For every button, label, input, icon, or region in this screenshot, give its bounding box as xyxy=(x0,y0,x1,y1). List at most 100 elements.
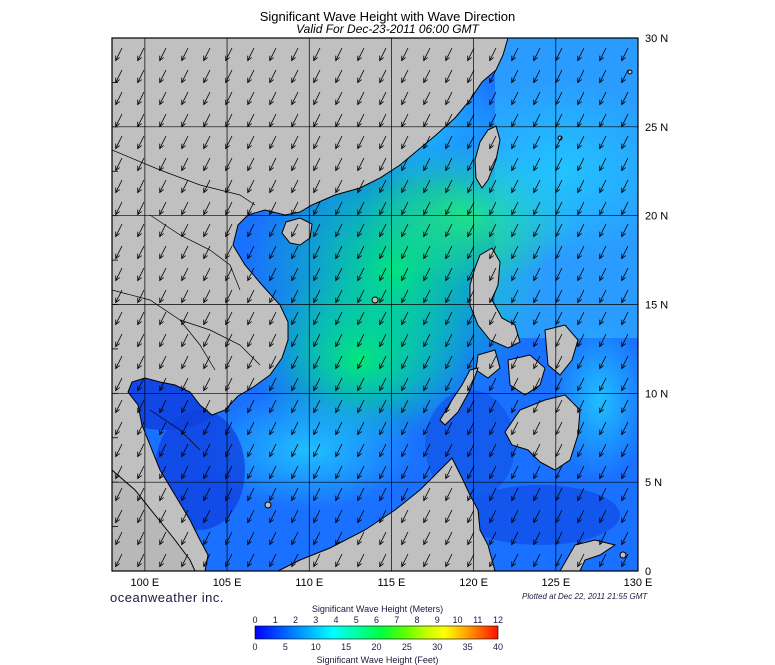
wave-arrow xyxy=(291,399,299,414)
colorbar-meter-tick: 5 xyxy=(354,615,359,625)
wave-arrow xyxy=(291,333,299,348)
wave-arrow xyxy=(269,553,277,568)
wave-arrow xyxy=(181,201,189,216)
wave-arrow xyxy=(401,377,409,392)
wave-arrow xyxy=(159,487,167,502)
wave-arrow xyxy=(313,289,321,304)
wave-arrow xyxy=(467,289,475,304)
wave-arrow xyxy=(357,333,365,348)
wave-arrow xyxy=(445,223,453,238)
wave-arrow xyxy=(247,333,255,348)
wave-arrow xyxy=(489,311,497,326)
wave-arrow xyxy=(291,443,299,458)
wave-arrow xyxy=(291,311,299,326)
wave-arrow xyxy=(335,157,343,172)
wave-arrow xyxy=(599,157,607,172)
wave-arrow xyxy=(511,201,519,216)
wave-arrow xyxy=(489,91,497,106)
wave-arrow xyxy=(291,289,299,304)
wave-arrow xyxy=(335,531,343,546)
wave-arrow xyxy=(467,421,475,436)
wave-arrow xyxy=(533,91,541,106)
wave-arrow xyxy=(203,135,211,150)
wave-arrow xyxy=(489,421,497,436)
wave-arrow xyxy=(445,333,453,348)
wave-arrow xyxy=(335,355,343,370)
wave-arrow xyxy=(533,179,541,194)
wave-arrow xyxy=(115,553,123,568)
wave-arrow xyxy=(621,91,629,106)
wave-arrow xyxy=(313,355,321,370)
wave-arrow xyxy=(357,69,365,84)
wave-arrow xyxy=(445,157,453,172)
wave-arrow xyxy=(269,377,277,392)
wave-arrow xyxy=(203,465,211,480)
wave-arrow xyxy=(599,311,607,326)
wave-arrow xyxy=(181,135,189,150)
wave-arrow xyxy=(489,47,497,62)
hainan-island xyxy=(281,217,313,246)
wave-arrow xyxy=(599,443,607,458)
wave-arrow xyxy=(247,223,255,238)
wave-arrow xyxy=(423,509,431,524)
wave-arrow xyxy=(335,421,343,436)
wave-arrow xyxy=(269,443,277,458)
celebes-sea xyxy=(460,485,620,545)
wave-arrow xyxy=(489,399,497,414)
wave-arrow xyxy=(159,245,167,260)
wave-arrow xyxy=(467,311,475,326)
wave-arrow xyxy=(423,333,431,348)
wave-arrow xyxy=(203,69,211,84)
wave-arrow xyxy=(203,91,211,106)
axis-ticks: 100 E 105 E 110 E 115 E 120 E 125 E 130 E 30 N 2… xyxy=(112,33,668,589)
wave-arrow xyxy=(401,47,409,62)
wave-arrow xyxy=(357,245,365,260)
wave-arrow xyxy=(335,465,343,480)
wave-arrow xyxy=(621,135,629,150)
wave-arrow xyxy=(357,47,365,62)
wave-arrow xyxy=(599,399,607,414)
wave-arrow xyxy=(247,421,255,436)
wave-arrow xyxy=(203,399,211,414)
wave-arrow xyxy=(313,201,321,216)
wave-arrow xyxy=(357,179,365,194)
wave-arrow xyxy=(203,311,211,326)
wave-arrow xyxy=(269,179,277,194)
wave-arrow xyxy=(445,377,453,392)
wave-arrow xyxy=(445,69,453,84)
wave-arrow xyxy=(577,245,585,260)
border-line xyxy=(149,214,241,291)
wave-arrow xyxy=(137,399,145,414)
wave-arrow xyxy=(621,399,629,414)
wave-arrow xyxy=(379,157,387,172)
wave-arrow xyxy=(313,333,321,348)
wave-arrow xyxy=(467,245,475,260)
wave-arrow xyxy=(335,267,343,282)
wave-arrow xyxy=(621,267,629,282)
wave-arrow xyxy=(599,201,607,216)
wave-arrow xyxy=(269,267,277,282)
wave-arrow xyxy=(401,91,409,106)
wave-arrow xyxy=(291,531,299,546)
wave-arrow xyxy=(269,47,277,62)
palawan-island xyxy=(439,367,479,426)
wave-arrow xyxy=(599,91,607,106)
wave-arrow xyxy=(115,465,123,480)
wave-arrow xyxy=(401,465,409,480)
wave-arrow xyxy=(181,311,189,326)
wave-arrow xyxy=(291,69,299,84)
wave-arrow xyxy=(489,201,497,216)
wave-arrow xyxy=(511,399,519,414)
wave-arrow xyxy=(533,421,541,436)
wave-arrow xyxy=(357,487,365,502)
wave-arrow xyxy=(313,47,321,62)
islet xyxy=(371,296,379,304)
wave-arrow xyxy=(181,377,189,392)
lat-tick-label: 25 N xyxy=(645,122,668,134)
wave-arrow xyxy=(269,509,277,524)
wave-arrow xyxy=(423,377,431,392)
wave-arrow xyxy=(115,311,123,326)
wave-arrow xyxy=(247,179,255,194)
wave-arrow xyxy=(423,311,431,326)
wave-arrow xyxy=(335,487,343,502)
